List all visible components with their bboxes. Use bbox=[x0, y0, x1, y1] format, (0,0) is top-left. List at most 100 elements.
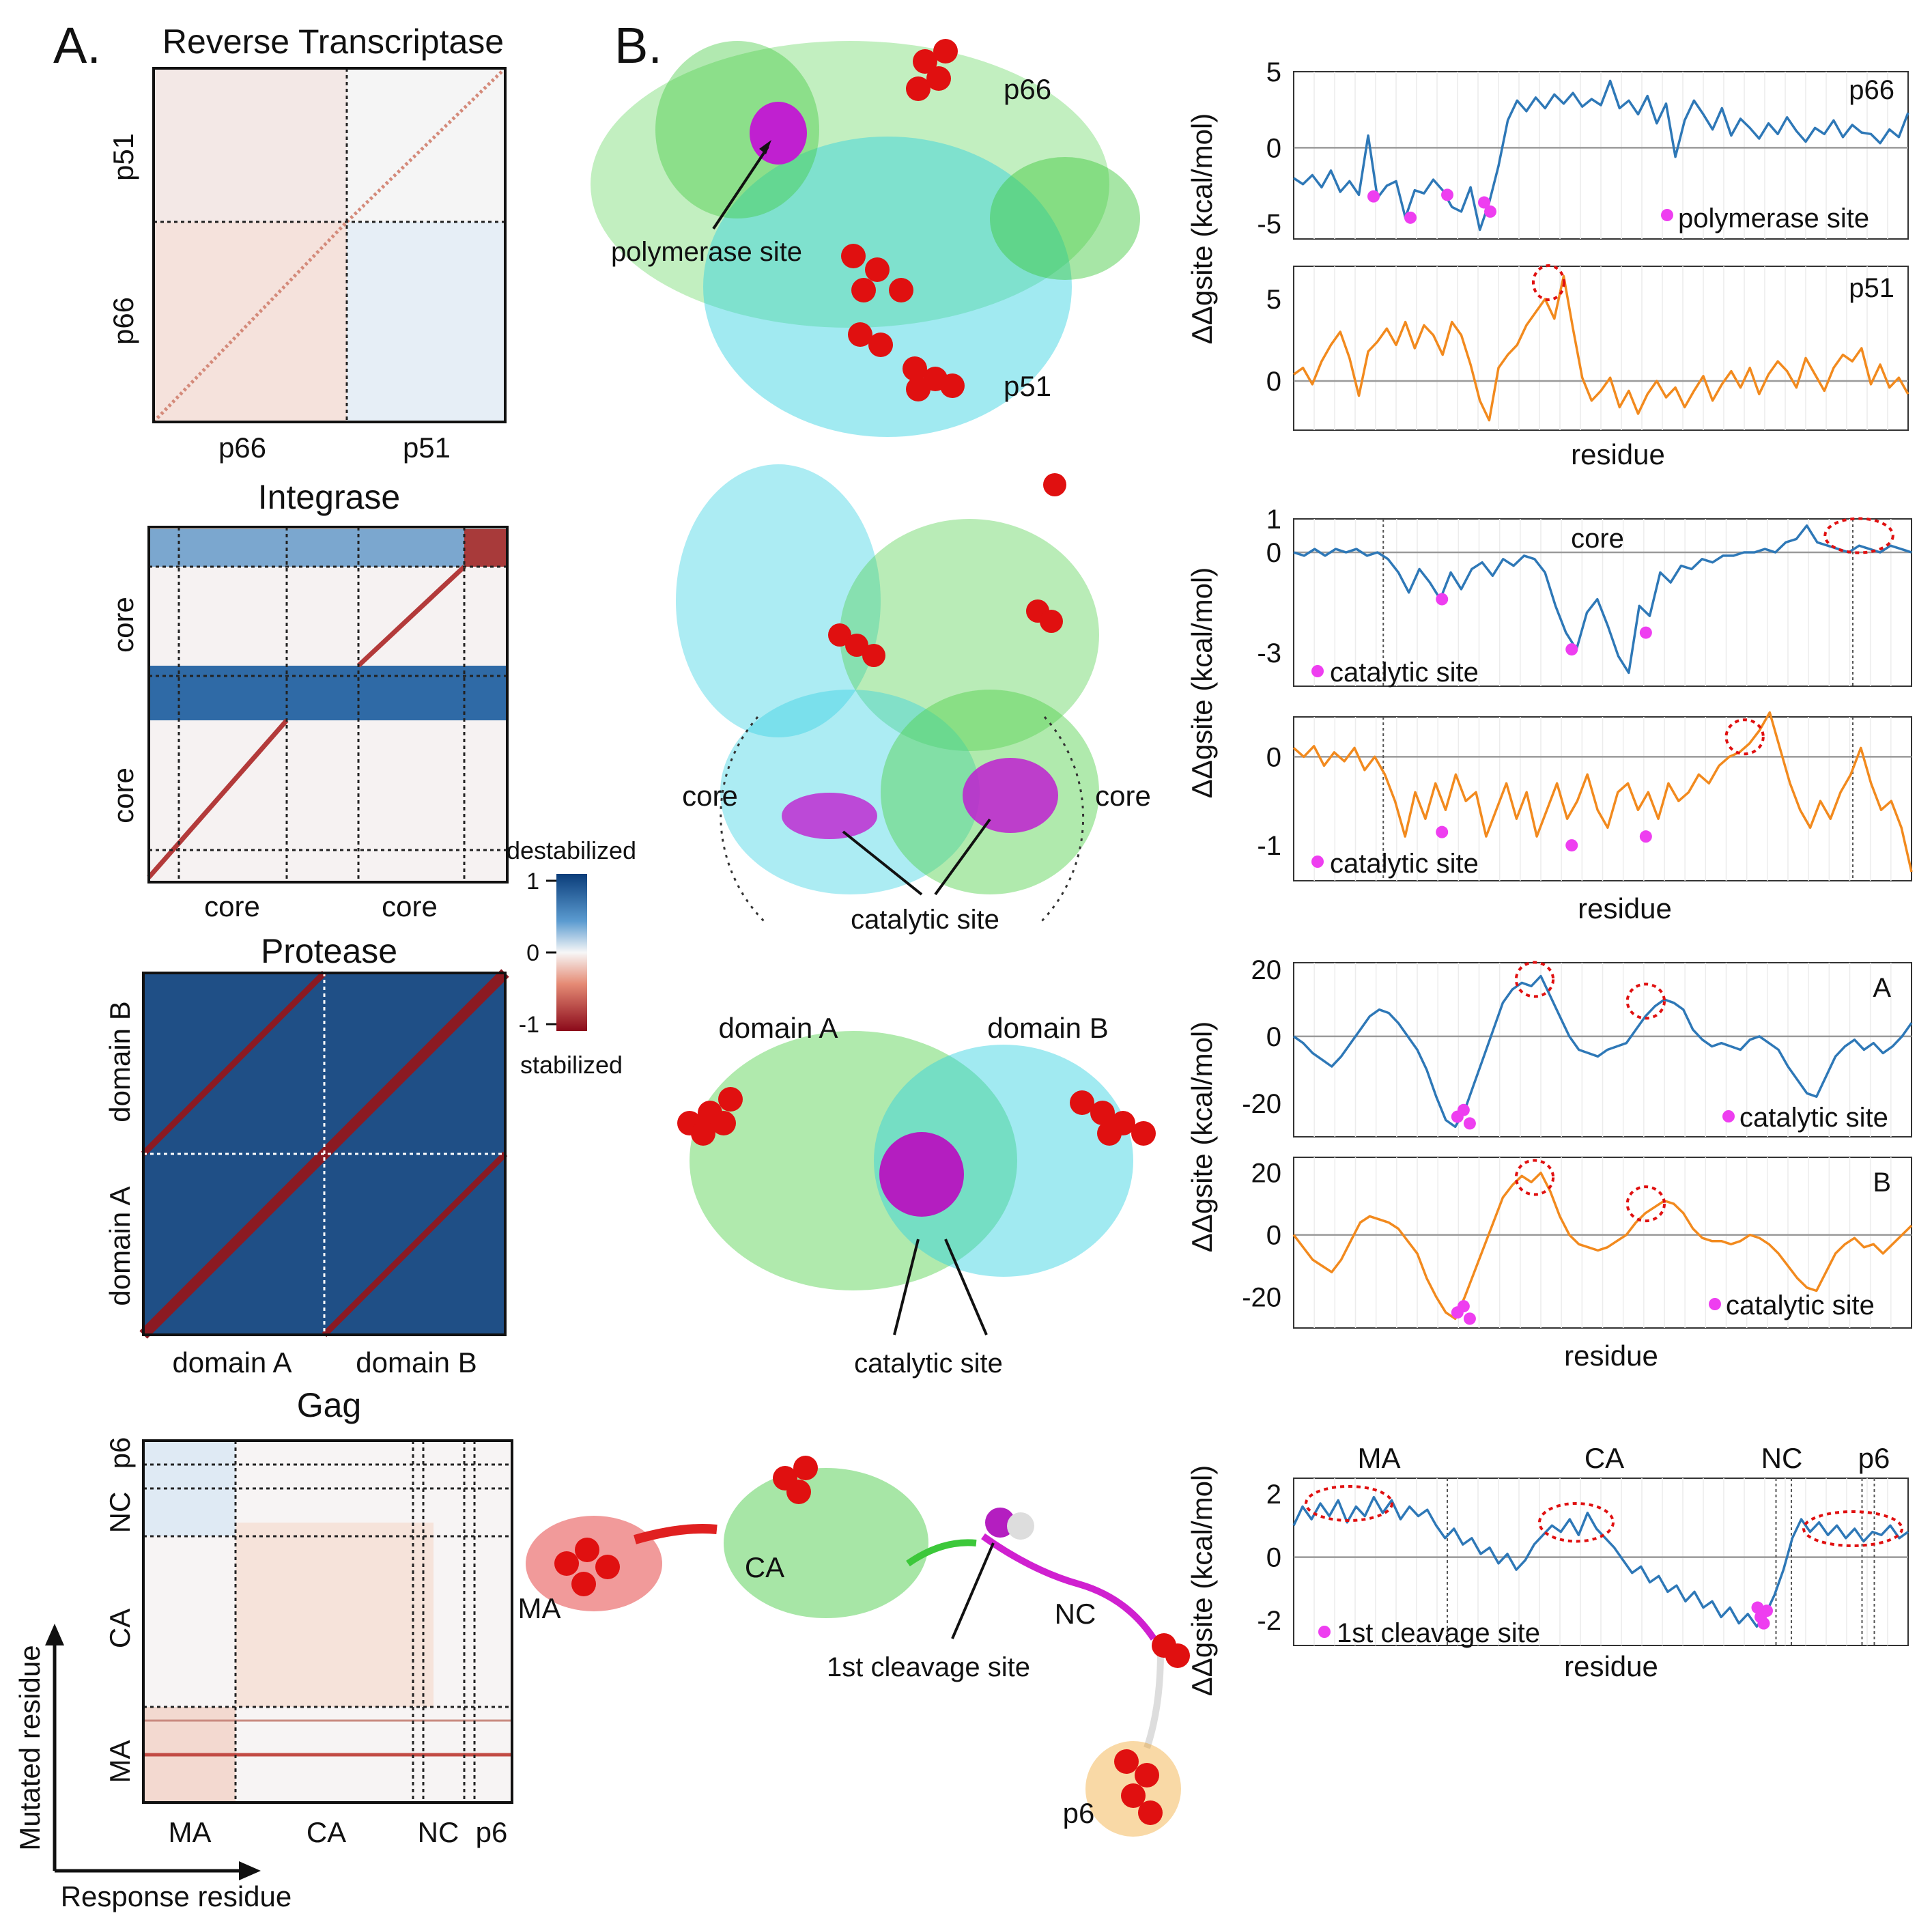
structure-protease bbox=[677, 1031, 1156, 1335]
ytick-pr-b: -20 bbox=[1242, 1283, 1281, 1313]
gag-struct-label-cleavage-site: 1st cleavage site bbox=[827, 1652, 1030, 1682]
colorbar-bottom-label: stabilized bbox=[520, 1051, 623, 1079]
rt-xlabel-p66: p66 bbox=[218, 432, 266, 464]
ytick-rt-p66: 0 bbox=[1266, 133, 1281, 163]
gag-ylabel-ma: MA bbox=[104, 1740, 136, 1783]
heatmap-integrase bbox=[149, 527, 507, 882]
pr-struct-label-domain-a: domain A bbox=[718, 1012, 838, 1044]
axis-label-response: Response residue bbox=[61, 1880, 292, 1912]
panel-label-b: B. bbox=[614, 17, 662, 74]
ytick-in-b: 0 bbox=[1266, 742, 1281, 772]
ytick-pr-a: 20 bbox=[1251, 955, 1282, 985]
ytick-pr-a: -20 bbox=[1242, 1089, 1281, 1119]
rt-xlabel-p51: p51 bbox=[403, 432, 451, 464]
legend-dot-pr-a bbox=[1722, 1110, 1735, 1122]
gag-xlabel-nc: NC bbox=[418, 1816, 459, 1848]
heatmap-rt bbox=[154, 68, 505, 422]
in-xlabel-core-right: core bbox=[382, 890, 438, 922]
ylabel-integrase: ΔΔgsite (kcal/mol) bbox=[1186, 567, 1218, 799]
xlabel-integrase: residue bbox=[1578, 892, 1672, 924]
heatmap-title-rt: Reverse Transcriptase bbox=[162, 23, 504, 61]
gag-struct-label-ma: MA bbox=[518, 1592, 561, 1624]
site-marker-in-b bbox=[1640, 830, 1652, 843]
gag-region-p6: p6 bbox=[1858, 1442, 1890, 1474]
colorbar-tick-0: 0 bbox=[526, 940, 539, 966]
ylabel-gag: ΔΔgsite (kcal/mol) bbox=[1186, 1465, 1218, 1697]
pr-xlabel-domain-b: domain B bbox=[356, 1346, 477, 1379]
ytick-gag: -2 bbox=[1257, 1606, 1281, 1636]
gag-region-ca: CA bbox=[1585, 1442, 1624, 1474]
in-ylabel-core-bottom: core bbox=[107, 767, 139, 823]
rt-ylabel-p51: p51 bbox=[107, 133, 139, 181]
rt-struct-label-p51: p51 bbox=[1004, 370, 1051, 402]
in-ylabel-core-top: core bbox=[107, 597, 139, 653]
ytick-rt-p66: -5 bbox=[1257, 210, 1281, 240]
legend-polymerase-site: polymerase site bbox=[1678, 203, 1869, 234]
site-marker-rt-p66 bbox=[1367, 190, 1380, 203]
site-marker-in-a bbox=[1565, 643, 1578, 655]
ylabel-protease: ΔΔgsite (kcal/mol) bbox=[1186, 1021, 1218, 1253]
figure: A. B. Reverse Transcriptase Integrase Pr… bbox=[0, 0, 1932, 1922]
xlabel-rt: residue bbox=[1571, 438, 1665, 470]
legend-cleavage-site: 1st cleavage site bbox=[1337, 1618, 1540, 1648]
site-marker-gag bbox=[1761, 1605, 1773, 1617]
plot-tag-a: A bbox=[1873, 973, 1891, 1003]
site-marker-in-b bbox=[1565, 839, 1578, 851]
in-struct-label-core-left: core bbox=[682, 780, 738, 812]
gag-xlabel-p6: p6 bbox=[476, 1816, 508, 1848]
legend-dot-in-b bbox=[1311, 856, 1324, 868]
gag-region-ma: MA bbox=[1358, 1442, 1401, 1474]
gag-xlabel-ma: MA bbox=[169, 1816, 212, 1848]
plot-tag-core: core bbox=[1571, 524, 1624, 554]
xlabel-protease: residue bbox=[1564, 1340, 1658, 1372]
heatmap-title-gag: Gag bbox=[297, 1386, 362, 1424]
site-marker-pr-a bbox=[1458, 1104, 1470, 1116]
gag-region-nc: NC bbox=[1761, 1442, 1803, 1474]
pr-ylabel-domain-b: domain B bbox=[104, 1001, 136, 1122]
plot-tag-p51: p51 bbox=[1849, 273, 1894, 303]
pr-ylabel-domain-a: domain A bbox=[104, 1186, 136, 1305]
arrow-up-icon bbox=[45, 1624, 64, 1645]
plot-tag-p66: p66 bbox=[1849, 75, 1894, 105]
gag-ylabel-p6: p6 bbox=[104, 1437, 136, 1469]
xlabel-gag: residue bbox=[1564, 1650, 1658, 1682]
legend-catalytic-site-in-b: catalytic site bbox=[1330, 849, 1479, 879]
in-struct-label-catalytic-site: catalytic site bbox=[851, 905, 999, 935]
colorbar bbox=[546, 874, 587, 1031]
gag-struct-label-nc: NC bbox=[1055, 1598, 1096, 1630]
ytick-rt-p66: 5 bbox=[1266, 57, 1281, 87]
arrow-right-icon bbox=[239, 1861, 261, 1880]
site-marker-pr-b bbox=[1458, 1300, 1470, 1312]
plot-tag-b: B bbox=[1873, 1168, 1891, 1198]
legend-dot-pr-b bbox=[1709, 1298, 1721, 1310]
ylabel-rt: ΔΔgsite (kcal/mol) bbox=[1186, 113, 1218, 345]
heatmap-gag bbox=[143, 1441, 512, 1803]
structure-gag bbox=[526, 1456, 1190, 1837]
panel-label-a: A. bbox=[53, 17, 101, 74]
pr-struct-label-catalytic-site: catalytic site bbox=[854, 1348, 1003, 1379]
gag-ylabel-nc: NC bbox=[104, 1492, 136, 1534]
rt-struct-label-p66: p66 bbox=[1004, 73, 1051, 105]
site-marker-gag bbox=[1758, 1617, 1770, 1630]
colorbar-tick-1: 1 bbox=[526, 868, 539, 894]
ytick-rt-p51: 0 bbox=[1266, 367, 1281, 397]
site-marker-rt-p66 bbox=[1441, 188, 1453, 201]
in-struct-label-core-right: core bbox=[1095, 780, 1151, 812]
colorbar-gradient bbox=[556, 874, 587, 1031]
site-marker-pr-b bbox=[1464, 1312, 1476, 1325]
ytick-pr-b: 0 bbox=[1266, 1221, 1281, 1251]
legend-dot-gag bbox=[1318, 1626, 1331, 1638]
rt-ylabel-p66: p66 bbox=[107, 297, 139, 345]
heatmap-title-integrase: Integrase bbox=[258, 478, 400, 516]
site-marker-in-a bbox=[1436, 593, 1448, 606]
legend-dot-rt-p66 bbox=[1661, 209, 1673, 221]
pr-struct-label-domain-b: domain B bbox=[987, 1012, 1108, 1044]
ytick-gag: 2 bbox=[1266, 1480, 1281, 1510]
legend-dot-in-a bbox=[1311, 665, 1324, 677]
ytick-in-b: -1 bbox=[1257, 831, 1281, 861]
ytick-pr-b: 20 bbox=[1251, 1159, 1282, 1189]
site-marker-in-a bbox=[1640, 627, 1652, 639]
pr-xlabel-domain-a: domain A bbox=[172, 1346, 292, 1379]
ytick-in-a: 0 bbox=[1266, 538, 1281, 568]
ytick-rt-p51: 5 bbox=[1266, 285, 1281, 315]
